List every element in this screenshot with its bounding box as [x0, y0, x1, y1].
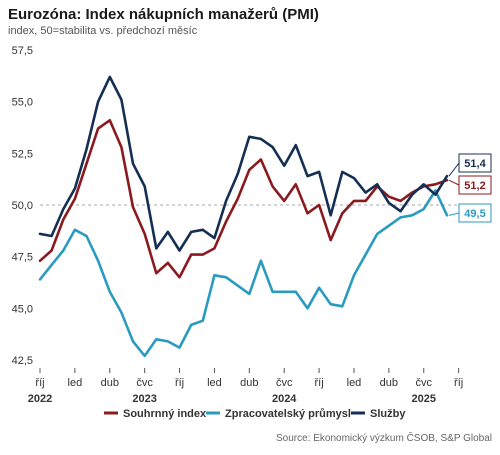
x-tick-label: dub — [240, 377, 258, 389]
chart-subtitle: index, 50=stabilita vs. předchozí měsíc — [8, 25, 198, 37]
callout-box — [458, 153, 492, 173]
end-value-label: 51,4 — [464, 158, 486, 170]
x-tick-label: čvc — [136, 377, 153, 389]
y-tick-label: 42,5 — [12, 355, 33, 367]
x-tick-label: říj — [314, 377, 323, 389]
x-tick-label: říj — [175, 377, 184, 389]
series-line — [38, 189, 449, 358]
x-tick-label: říj — [35, 377, 44, 389]
chart-source: Source: Ekonomický výzkum ČSOB, S&P Glob… — [275, 433, 492, 444]
series-line — [38, 75, 449, 252]
x-tick-label: čvc — [276, 377, 293, 389]
legend-label: Služby — [370, 408, 406, 420]
x-tick-label: čvc — [415, 377, 432, 389]
callout-leader — [448, 212, 460, 216]
chart-title: Eurozóna: Index nákupních manažerů (PMI) — [8, 6, 319, 23]
end-value-label: 49,5 — [464, 208, 485, 220]
end-value-label: 51,2 — [464, 180, 485, 192]
callout-box — [458, 203, 492, 223]
x-tick-label: říj — [454, 377, 463, 389]
year-label: 2025 — [412, 393, 436, 405]
x-tick-label: dub — [101, 377, 119, 389]
legend-label: Zpracovatelský průmysl — [225, 408, 351, 420]
year-label: 2023 — [132, 393, 156, 405]
callout-leader — [448, 162, 460, 177]
y-tick-label: 45,0 — [12, 303, 33, 315]
y-tick-label: 55,0 — [12, 97, 33, 109]
y-tick-label: 52,5 — [12, 148, 33, 160]
y-tick-label: 50,0 — [12, 200, 33, 212]
year-label: 2022 — [28, 393, 52, 405]
x-tick-label: led — [68, 377, 83, 389]
year-label: 2024 — [272, 393, 297, 405]
callout-box — [458, 175, 492, 195]
y-tick-label: 47,5 — [12, 252, 33, 264]
y-tick-label: 57,5 — [12, 45, 33, 57]
x-tick-label: led — [347, 377, 362, 389]
callout-leader — [448, 179, 460, 186]
legend-label: Souhrnný index — [123, 408, 207, 420]
x-tick-label: led — [207, 377, 222, 389]
x-tick-label: dub — [380, 377, 398, 389]
